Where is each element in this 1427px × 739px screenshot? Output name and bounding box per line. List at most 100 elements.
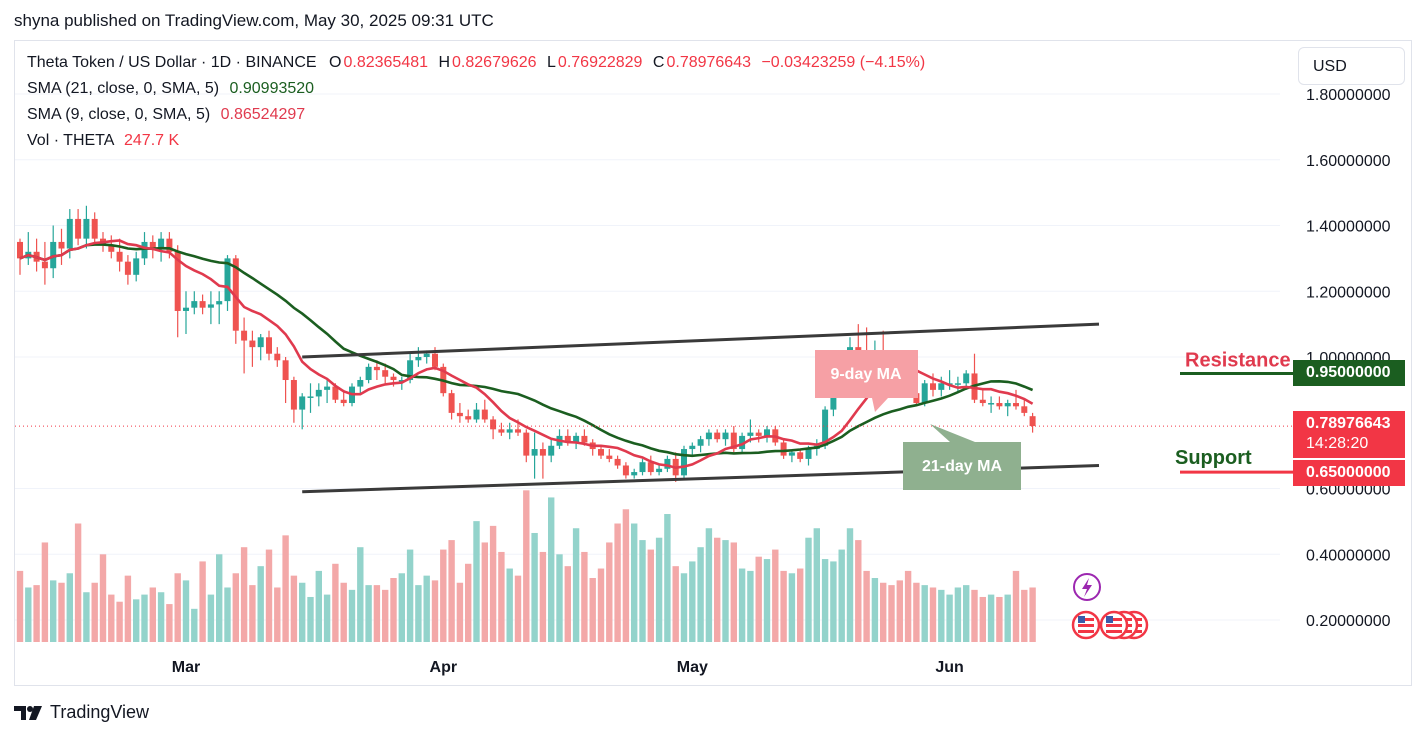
volume-bar (182, 580, 190, 642)
legend-high-label: H (438, 54, 451, 71)
volume-bar (33, 585, 40, 642)
candle-body (739, 435, 746, 450)
candle-body (299, 396, 306, 410)
candle-body (548, 445, 555, 456)
y-tick-label: 1.40000000 (1306, 219, 1391, 236)
legend-sma9-value: 0.86524297 (220, 106, 306, 123)
candle-body (124, 261, 131, 275)
volume-bar (539, 551, 547, 642)
legend-sma9[interactable]: SMA (9, close, 0, SMA, 5) 0.86524297 (27, 106, 305, 124)
candle-body (407, 360, 414, 381)
candle-body (108, 245, 115, 252)
volume-bar (805, 537, 812, 642)
candle-body (822, 409, 829, 446)
candle-countdown: 14:28:20 (1306, 435, 1369, 452)
candle-body (963, 373, 970, 384)
candle-body (697, 439, 704, 446)
volume-bar (813, 528, 820, 642)
volume-bar (855, 540, 862, 642)
volume-bar (257, 566, 264, 642)
candle-body (564, 435, 571, 443)
candle-body (764, 429, 770, 436)
candle-body (448, 393, 455, 413)
volume-bar (664, 514, 671, 642)
legend-volume[interactable]: Vol · THETA 247.7 K (27, 132, 179, 150)
volume-bar (680, 573, 688, 642)
candle-body (41, 261, 48, 269)
volume-bar (224, 587, 231, 642)
sma21-line (19, 243, 1034, 458)
candle-body (241, 330, 248, 341)
candle-body (531, 449, 538, 456)
candle-body (166, 238, 173, 252)
volume-bar (199, 561, 206, 642)
candle-body (191, 301, 198, 308)
volume-bar (963, 585, 970, 642)
legend-sma21[interactable]: SMA (21, close, 0, SMA, 5) 0.90993520 (27, 80, 314, 98)
ma21-callout-label: 21-day MA (922, 458, 1002, 475)
volume-bar (705, 528, 713, 642)
volume-bar (473, 521, 480, 642)
candle-body (324, 386, 331, 390)
volume-bar (340, 582, 347, 642)
legend-vol-value: 247.7 K (124, 132, 180, 149)
candle-body (730, 432, 737, 450)
x-tick-label: Mar (172, 659, 200, 676)
event-icons (1071, 573, 1149, 640)
volume-bar (755, 556, 762, 642)
candle-body (432, 353, 438, 367)
legend-symbol: Theta Token / US Dollar · 1D · BINANCE (27, 54, 317, 71)
currency-button[interactable]: USD (1298, 47, 1405, 85)
volume-bar (25, 587, 32, 642)
volume-bar (307, 596, 314, 642)
volume-bar (714, 537, 721, 642)
volume-bar (880, 582, 887, 642)
legend-change: −0.03423259 (−4.15%) (761, 54, 926, 71)
volume-bar (672, 566, 679, 642)
candle-body (664, 458, 671, 469)
volume-bar (556, 554, 563, 642)
candle-body (66, 218, 73, 249)
flag-stripe (1106, 618, 1122, 621)
volume-bar (74, 523, 82, 642)
volume-bar (888, 585, 895, 642)
candle-body (266, 337, 272, 354)
volume-bar (863, 570, 870, 642)
candle-body (290, 380, 297, 410)
volume-bar (240, 547, 248, 642)
volume-bar (365, 585, 372, 642)
candle-body (174, 251, 181, 311)
volume-bar (232, 573, 239, 642)
candle-body (788, 452, 795, 456)
flag-stripe (1078, 624, 1094, 627)
sma9-line (19, 239, 1034, 470)
candle-body (539, 449, 546, 456)
candle-body (473, 409, 480, 420)
volume-bar (481, 542, 488, 642)
volume-bar (606, 542, 613, 642)
footer-brand[interactable]: TradingView (14, 702, 149, 723)
candle-body (249, 340, 256, 348)
channel-trendline (302, 322, 1100, 359)
candle-body (996, 403, 1003, 407)
legend-low-label: L (547, 54, 556, 71)
candle-body (232, 258, 239, 331)
volume-bar (747, 570, 754, 642)
volume-bar (763, 559, 771, 642)
candle-body (631, 472, 638, 476)
volume-bar (1004, 594, 1011, 642)
ma9-callout-box (815, 350, 918, 412)
resistance-price-tag: 0.95000000 (1293, 360, 1405, 386)
volume-bar (738, 568, 746, 642)
volume-bar (531, 532, 538, 642)
volume-bar (174, 573, 181, 642)
ma21-callout-box (903, 424, 1021, 490)
volume-bar (16, 570, 24, 642)
time-axis: Mar Apr May Jun (172, 659, 964, 676)
legend-sma9-label: SMA (9, close, 0, SMA, 5) (27, 106, 211, 123)
candle-body (133, 258, 140, 275)
volume-bar (904, 570, 912, 642)
volume-bar (99, 554, 107, 642)
candle-body (83, 218, 90, 239)
